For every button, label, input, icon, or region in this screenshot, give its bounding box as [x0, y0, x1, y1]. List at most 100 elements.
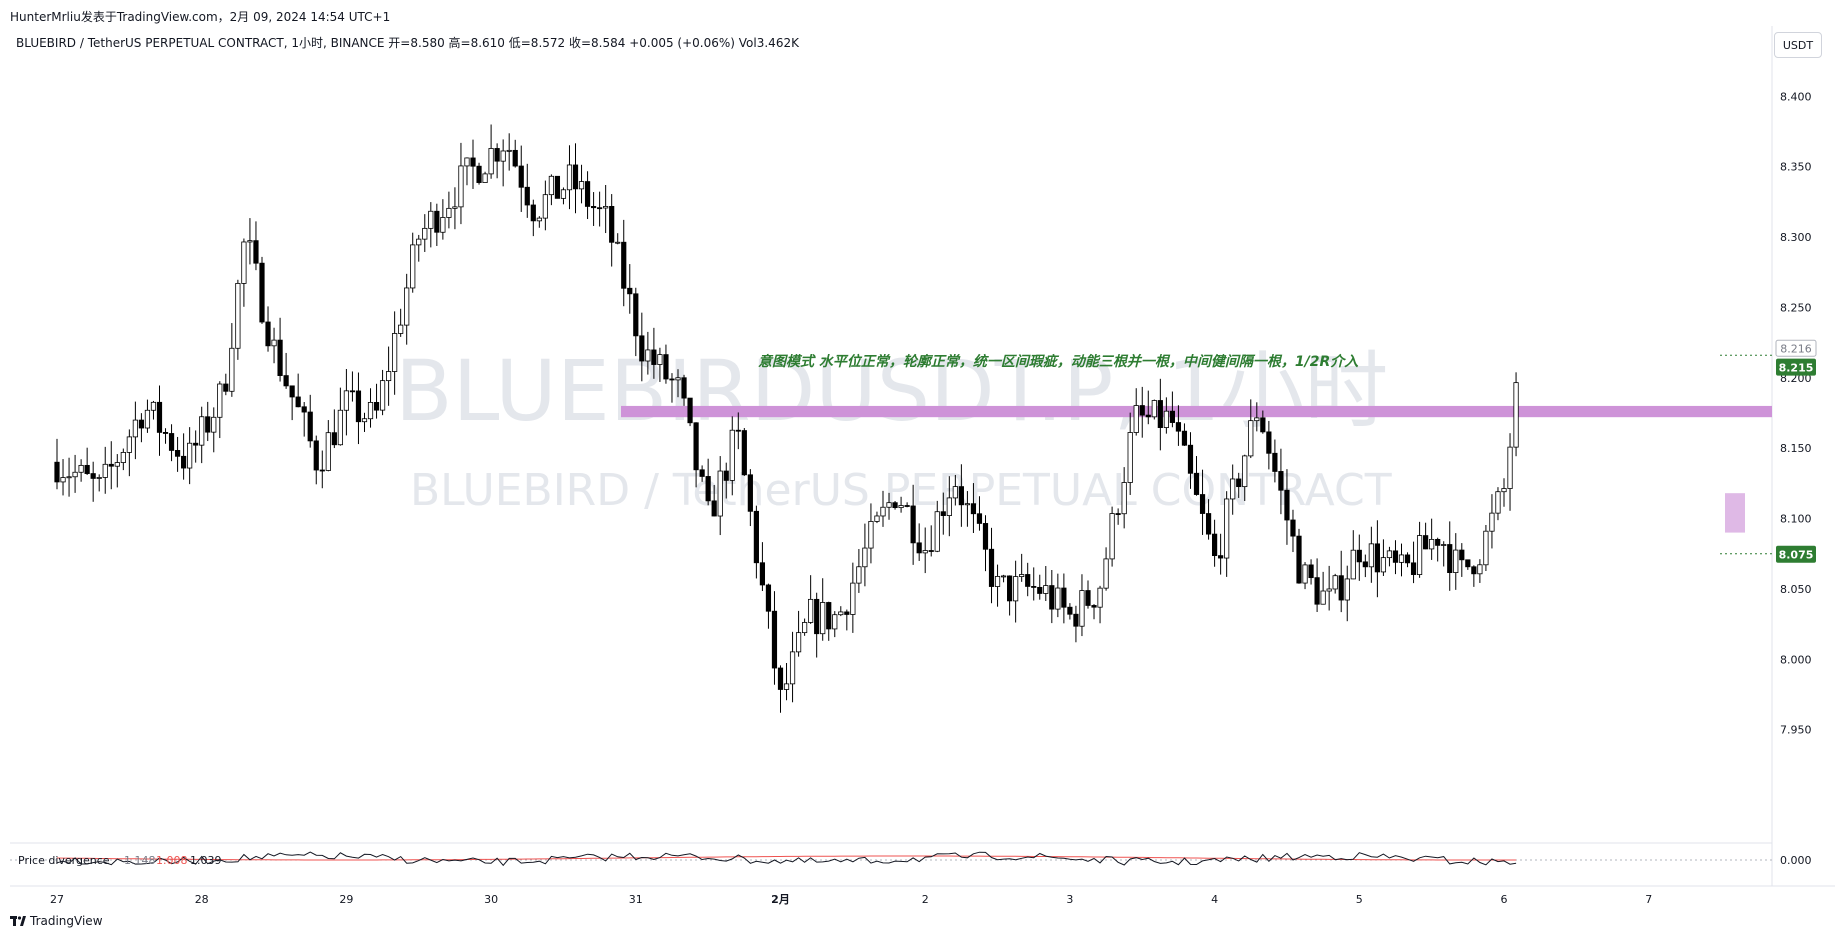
candle-down: [54, 461, 60, 483]
candle-up: [1079, 590, 1085, 627]
candle-up: [1380, 557, 1387, 573]
price-tick-label: 8.050: [1780, 583, 1812, 596]
candle-down: [1025, 574, 1031, 587]
candle-up: [1055, 587, 1061, 610]
candle-up: [422, 227, 428, 240]
low-marker-label: 8.075: [1779, 549, 1814, 562]
candle-down: [331, 432, 337, 446]
candle-up: [783, 683, 790, 690]
candle-down: [590, 206, 597, 209]
candle-up: [361, 418, 368, 423]
candle-down: [1284, 489, 1290, 521]
divergence-value-2: 1.008: [156, 854, 188, 867]
candle-up: [458, 165, 464, 208]
candle-up: [482, 173, 488, 183]
candle-up: [367, 402, 374, 420]
candle-up: [922, 550, 928, 554]
candle-down: [1037, 586, 1043, 594]
candle-up: [1501, 488, 1507, 493]
candle-up: [657, 354, 663, 365]
candle-down: [711, 500, 717, 517]
candle-down: [349, 390, 356, 393]
candle-down: [663, 354, 669, 380]
candle-up: [1248, 420, 1254, 457]
candle-up: [1441, 544, 1447, 546]
candle-up: [506, 149, 512, 152]
candle-down: [1290, 519, 1296, 537]
candle-up: [199, 416, 205, 446]
time-tick-label: 6: [1501, 893, 1508, 906]
current-price-label: 8.215: [1779, 362, 1814, 375]
candle-down: [747, 474, 753, 512]
publisher-bar: HunterMrliu发表于TradingView.com，2月 09, 202…: [0, 0, 1835, 26]
candle-up: [717, 470, 723, 517]
candle-up: [1429, 538, 1435, 550]
candle-up: [536, 217, 542, 222]
price-axis[interactable]: 8.4008.3508.3008.2508.2008.1508.1008.050…: [1780, 90, 1812, 736]
candle-up: [235, 283, 241, 349]
candle-up: [1477, 564, 1483, 575]
candle-up: [880, 506, 886, 517]
candle-down: [1145, 414, 1151, 418]
candle-down: [958, 486, 964, 506]
candle-down: [1272, 452, 1278, 472]
candle-down: [168, 433, 175, 451]
candle-down: [253, 240, 259, 264]
candle-up: [211, 416, 217, 433]
candle-up: [856, 566, 862, 584]
candle-up: [1043, 585, 1049, 594]
candle-down: [1404, 554, 1411, 564]
candle-down: [1061, 587, 1067, 608]
divergence-pane[interactable]: Price divergence 1.148 1.008 1.039 0.000: [10, 851, 1812, 867]
footer-brand[interactable]: TradingView: [10, 914, 103, 928]
candle-down: [916, 542, 922, 554]
candle-up: [440, 217, 446, 233]
candle-down: [301, 406, 307, 413]
candle-down: [1199, 494, 1206, 514]
footer-brand-text: TradingView: [30, 914, 103, 928]
time-tick-label: 3: [1066, 893, 1073, 906]
candle-down: [476, 165, 482, 183]
current-price-tag: 8.215: [1776, 358, 1816, 376]
candle-down: [84, 464, 90, 474]
candle-down: [741, 430, 747, 476]
candle-up: [392, 333, 398, 372]
candle-up: [838, 611, 844, 616]
candle-up: [874, 515, 880, 522]
price-tick-label: 8.250: [1780, 301, 1812, 314]
candle-down: [1007, 575, 1013, 602]
divergence-line-red: [56, 855, 1517, 861]
candle-up: [1242, 455, 1248, 488]
currency-button[interactable]: USDT: [1774, 32, 1822, 58]
small-entry-zone[interactable]: [1725, 493, 1745, 533]
candle-down: [295, 396, 301, 408]
resistance-zone[interactable]: [621, 405, 1772, 418]
candle-down: [693, 422, 699, 471]
candle-down: [265, 321, 271, 347]
time-tick-label: 30: [484, 893, 498, 906]
candle-down: [584, 181, 591, 207]
candle-up: [1019, 574, 1025, 577]
annotation-text[interactable]: 意图模式 水平位正常，轮廓正常，统一区间瑕疵，动能三根并一根，中间健间隔一根，1…: [758, 353, 1358, 370]
candle-down: [434, 210, 440, 233]
candle-up: [446, 207, 452, 218]
candle-up: [271, 339, 277, 347]
candle-up: [868, 521, 874, 549]
time-axis[interactable]: 27 28 29 30 31 2月 2 3 4 5 6 7: [50, 893, 1652, 906]
candle-down: [765, 584, 772, 612]
candle-down: [174, 450, 181, 457]
candle-up: [964, 503, 971, 506]
candle-up: [1398, 554, 1405, 563]
candle-down: [1356, 549, 1362, 563]
candle-down: [1193, 472, 1200, 495]
candle-up: [1163, 410, 1169, 428]
candle-up: [1224, 498, 1230, 559]
candle-down: [289, 385, 295, 398]
candle-down: [1278, 471, 1284, 491]
candle-down: [1091, 605, 1097, 608]
candle-up: [144, 409, 151, 429]
candle-up: [934, 511, 940, 552]
candle-down: [307, 411, 313, 442]
candle-down: [910, 505, 916, 544]
